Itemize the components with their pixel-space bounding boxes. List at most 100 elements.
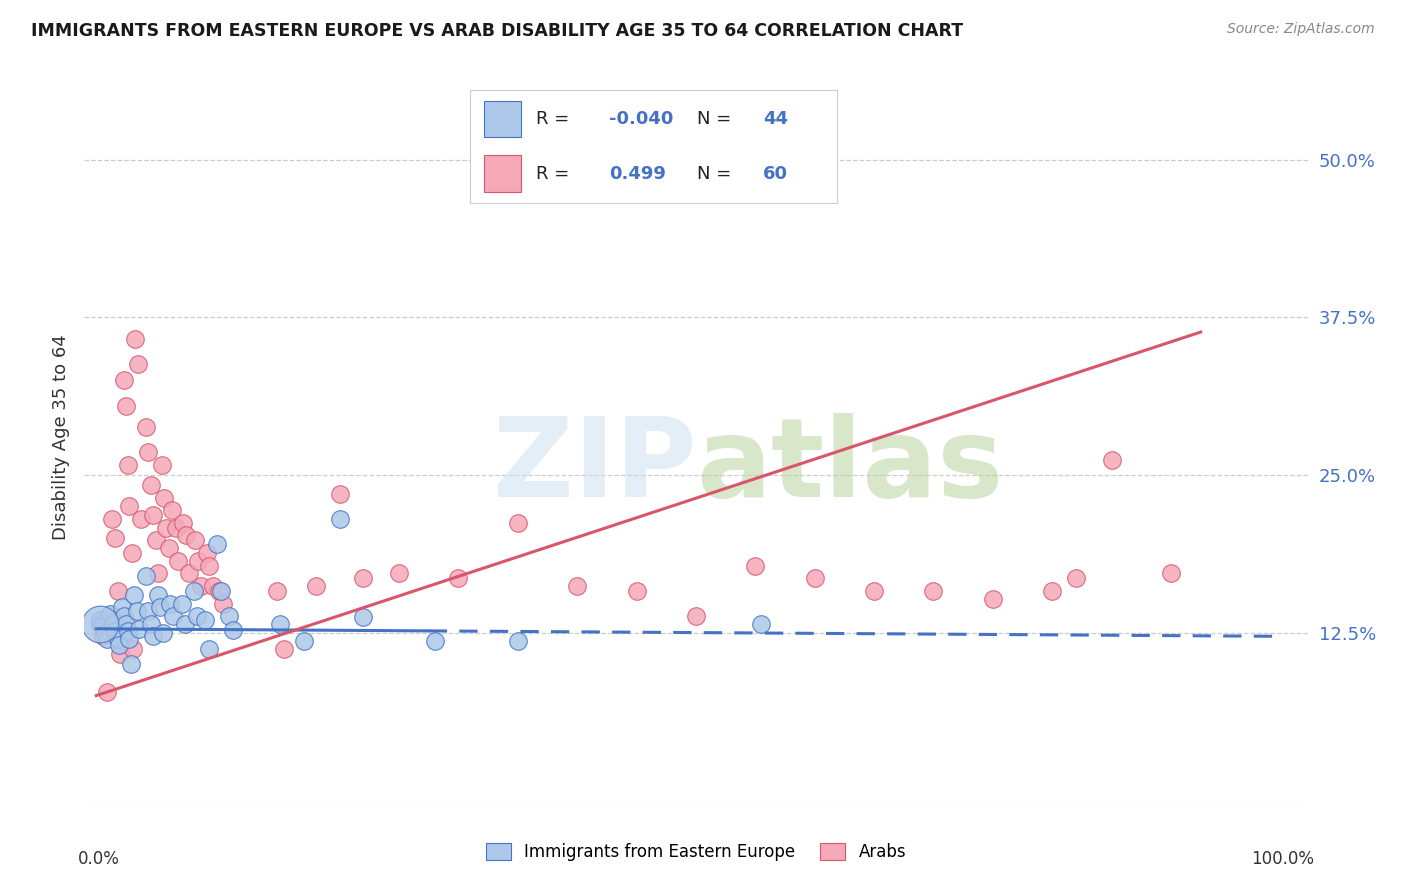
Point [93,625,115,640]
Point [124,332,146,346]
Point [195,546,218,560]
Point [1160,566,1182,581]
Point [269,616,291,631]
Point [172,516,194,530]
Point [744,558,766,573]
Point [111,600,134,615]
Point [212,597,235,611]
Point [183,583,205,598]
Point [149,600,172,615]
Point [142,629,165,643]
Text: ZIP: ZIP [492,413,696,520]
Point [108,647,131,661]
Point [207,583,229,598]
Point [207,537,229,551]
Text: 100.0%: 100.0% [1251,850,1313,868]
Point [198,558,221,573]
Point [266,583,288,598]
Point [273,642,295,657]
Point [128,622,150,636]
Point [152,625,174,640]
Point [506,516,529,530]
Point [863,583,886,598]
Point [107,638,129,652]
Point [150,458,173,472]
Point [218,609,240,624]
Point [93,629,115,643]
Point [138,604,160,618]
Legend: Immigrants from Eastern Europe, Arabs: Immigrants from Eastern Europe, Arabs [479,836,912,868]
Point [145,533,167,548]
Point [146,566,169,581]
Point [142,508,165,523]
Point [115,616,138,631]
Point [112,373,135,387]
Point [155,521,177,535]
Point [187,554,209,568]
Point [447,571,470,585]
Point [112,609,135,624]
Point [139,616,162,631]
Point [89,616,111,631]
Point [121,546,143,560]
Point [329,512,352,526]
Point [125,604,148,618]
Point [120,657,142,671]
Point [101,616,124,631]
Point [96,632,118,646]
Point [122,588,145,602]
Point [96,685,118,699]
Point [177,566,200,581]
Point [423,634,446,648]
Point [329,487,352,501]
Point [91,619,114,633]
Point [352,610,374,624]
Point [626,583,648,598]
Point [117,624,139,639]
Point [157,541,180,555]
Point [305,579,328,593]
Point [115,399,138,413]
Point [222,623,245,637]
Point [1064,571,1087,585]
Point [127,357,149,371]
Point [198,642,221,657]
Point [567,579,589,593]
Point [138,445,160,459]
Point [167,554,190,568]
Point [146,588,169,602]
Point [117,458,139,472]
Point [89,613,111,627]
Point [100,512,122,526]
Point [176,528,198,542]
Text: Source: ZipAtlas.com: Source: ZipAtlas.com [1227,22,1375,37]
Point [104,624,127,639]
Point [749,616,772,631]
Point [100,607,122,621]
Point [122,642,145,657]
Point [89,616,111,631]
Point [139,478,162,492]
Point [162,503,184,517]
Point [194,613,217,627]
Text: 0.0%: 0.0% [79,850,120,868]
Point [159,597,181,611]
Point [165,521,187,535]
Point [201,579,224,593]
Point [153,491,176,505]
Point [107,632,129,646]
Point [170,597,193,611]
Point [803,571,825,585]
Point [184,533,207,548]
Point [131,512,153,526]
Point [104,531,127,545]
Point [107,583,129,598]
Point [209,583,232,598]
Point [135,420,157,434]
Point [135,569,157,583]
Point [174,616,197,631]
Point [118,632,141,646]
Point [162,609,184,624]
Point [1101,452,1123,467]
Point [292,634,315,648]
